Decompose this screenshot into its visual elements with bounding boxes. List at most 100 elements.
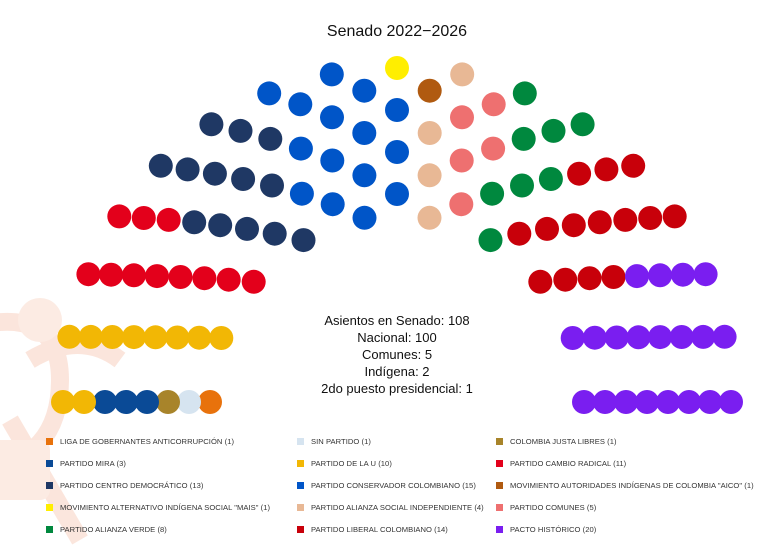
seat-dot bbox=[320, 192, 345, 217]
seat-dot bbox=[121, 263, 146, 288]
legend-item: PARTIDO COMUNES (5) bbox=[496, 496, 762, 518]
seat-dot bbox=[231, 167, 256, 191]
legend-label: PARTIDO MIRA (3) bbox=[60, 458, 126, 468]
seat-dot bbox=[156, 390, 180, 414]
legend-swatch bbox=[496, 459, 503, 467]
legend-item: PARTIDO CAMBIO RADICAL (11) bbox=[496, 452, 762, 474]
seat-dot bbox=[78, 324, 103, 349]
legend-swatch bbox=[496, 437, 503, 445]
seat-dot bbox=[385, 98, 409, 122]
seat-dot bbox=[712, 324, 737, 349]
seat-dot bbox=[677, 390, 701, 414]
seat-dot bbox=[512, 81, 537, 106]
seat-dot bbox=[691, 324, 716, 349]
seat-dot bbox=[594, 157, 619, 182]
seat-dot bbox=[670, 262, 695, 287]
seat-dot bbox=[107, 204, 132, 229]
seat-dot bbox=[560, 326, 585, 350]
seat-group bbox=[51, 56, 743, 414]
seat-dot bbox=[593, 390, 617, 414]
summary-comunes: Comunes: 5 bbox=[361, 347, 433, 362]
seat-dot bbox=[260, 173, 284, 198]
legend-label: PARTIDO CAMBIO RADICAL (11) bbox=[510, 458, 627, 468]
legend-item: MOVIMIENTO AUTORIDADES INDÍGENAS DE COLO… bbox=[496, 474, 762, 496]
legend-item: PARTIDO CONSERVADOR COLOMBIANO (15) bbox=[297, 474, 496, 496]
seat-dot bbox=[177, 390, 201, 414]
legend-label: PARTIDO ALIANZA VERDE (8) bbox=[60, 524, 167, 534]
legend-swatch bbox=[46, 481, 53, 489]
legend-swatch bbox=[496, 503, 503, 511]
seat-dot bbox=[385, 56, 409, 80]
legend-swatch bbox=[297, 437, 304, 445]
seat-dot bbox=[241, 269, 266, 294]
summary-total-seats: Asientos en Senado: 108 bbox=[324, 313, 470, 328]
seat-dot bbox=[93, 390, 117, 414]
seat-dot bbox=[187, 325, 212, 350]
seat-dot bbox=[352, 121, 377, 145]
seat-dot bbox=[320, 105, 344, 130]
seat-dot bbox=[192, 266, 217, 291]
legend-swatch bbox=[496, 525, 503, 533]
seat-dot bbox=[625, 264, 649, 289]
legend-item: COLOMBIA JUSTA LIBRES (1) bbox=[496, 430, 762, 452]
legend-swatch bbox=[496, 481, 503, 489]
legend-label: SIN PARTIDO (1) bbox=[311, 436, 371, 446]
seat-dot bbox=[553, 267, 578, 292]
legend-swatch bbox=[297, 481, 304, 489]
seat-dot bbox=[175, 157, 200, 182]
legend-label: PACTO HISTÓRICO (20) bbox=[510, 524, 597, 534]
legend-item: PARTIDO ALIANZA SOCIAL INDEPENDIENTE (4) bbox=[297, 496, 496, 518]
legend-label: MOVIMIENTO AUTORIDADES INDÍGENAS DE COLO… bbox=[510, 480, 754, 490]
legend-label: PARTIDO ALIANZA SOCIAL INDEPENDIENTE (4) bbox=[311, 502, 484, 512]
seat-dot bbox=[288, 136, 313, 161]
seat-dot bbox=[582, 325, 607, 350]
seat-dot bbox=[257, 81, 282, 106]
seat-dot bbox=[638, 206, 663, 230]
seat-dot bbox=[614, 390, 638, 414]
seat-dot bbox=[604, 325, 629, 350]
legend-item: PARTIDO MIRA (3) bbox=[46, 452, 297, 474]
legend-item: PARTIDO DE LA U (10) bbox=[297, 452, 496, 474]
seat-dot bbox=[262, 221, 287, 246]
seat-dot bbox=[507, 221, 532, 246]
seat-dot bbox=[165, 325, 190, 350]
seat-dot bbox=[449, 148, 474, 173]
seat-dot bbox=[572, 390, 596, 414]
legend-swatch bbox=[46, 437, 53, 445]
seat-dot bbox=[577, 266, 602, 291]
seat-dot bbox=[481, 92, 506, 117]
seat-dot bbox=[135, 390, 159, 414]
seat-dot bbox=[72, 390, 96, 414]
seat-dot bbox=[511, 126, 536, 151]
summary-nacional: Nacional: 100 bbox=[357, 330, 437, 345]
seat-dot bbox=[480, 181, 505, 206]
legend-label: LIGA DE GOBERNANTES ANTICORRUPCIÓN (1) bbox=[60, 436, 235, 446]
seat-dot bbox=[613, 207, 638, 232]
legend-label: PARTIDO CENTRO DEMOCRÁTICO (13) bbox=[60, 480, 204, 490]
legend-label: PARTIDO COMUNES (5) bbox=[510, 502, 597, 512]
seat-dot bbox=[99, 262, 124, 287]
legend-swatch bbox=[297, 525, 304, 533]
seat-dot bbox=[510, 173, 534, 198]
seat-dot bbox=[289, 181, 314, 206]
seat-dot bbox=[385, 182, 409, 206]
seat-dot bbox=[199, 112, 224, 137]
seat-dot bbox=[235, 216, 259, 241]
seat-dot bbox=[478, 228, 503, 253]
seat-dot bbox=[635, 390, 659, 414]
seat-dot bbox=[693, 262, 718, 287]
seat-dot bbox=[57, 324, 82, 349]
legend-item: PARTIDO CENTRO DEMOCRÁTICO (13) bbox=[46, 474, 297, 496]
seat-dot bbox=[621, 153, 646, 178]
seat-dot bbox=[145, 264, 169, 289]
legend-item: LIGA DE GOBERNANTES ANTICORRUPCIÓN (1) bbox=[46, 430, 297, 452]
seat-dot bbox=[570, 112, 595, 137]
seat-dot bbox=[449, 192, 474, 217]
seat-dot bbox=[100, 325, 125, 349]
seat-dot bbox=[669, 325, 694, 349]
seat-dot bbox=[385, 140, 409, 164]
legend-label: PARTIDO DE LA U (10) bbox=[311, 458, 392, 468]
chart-legend: LIGA DE GOBERNANTES ANTICORRUPCIÓN (1) SI… bbox=[46, 430, 762, 540]
seat-dot bbox=[182, 210, 207, 235]
seat-dot bbox=[417, 205, 442, 230]
